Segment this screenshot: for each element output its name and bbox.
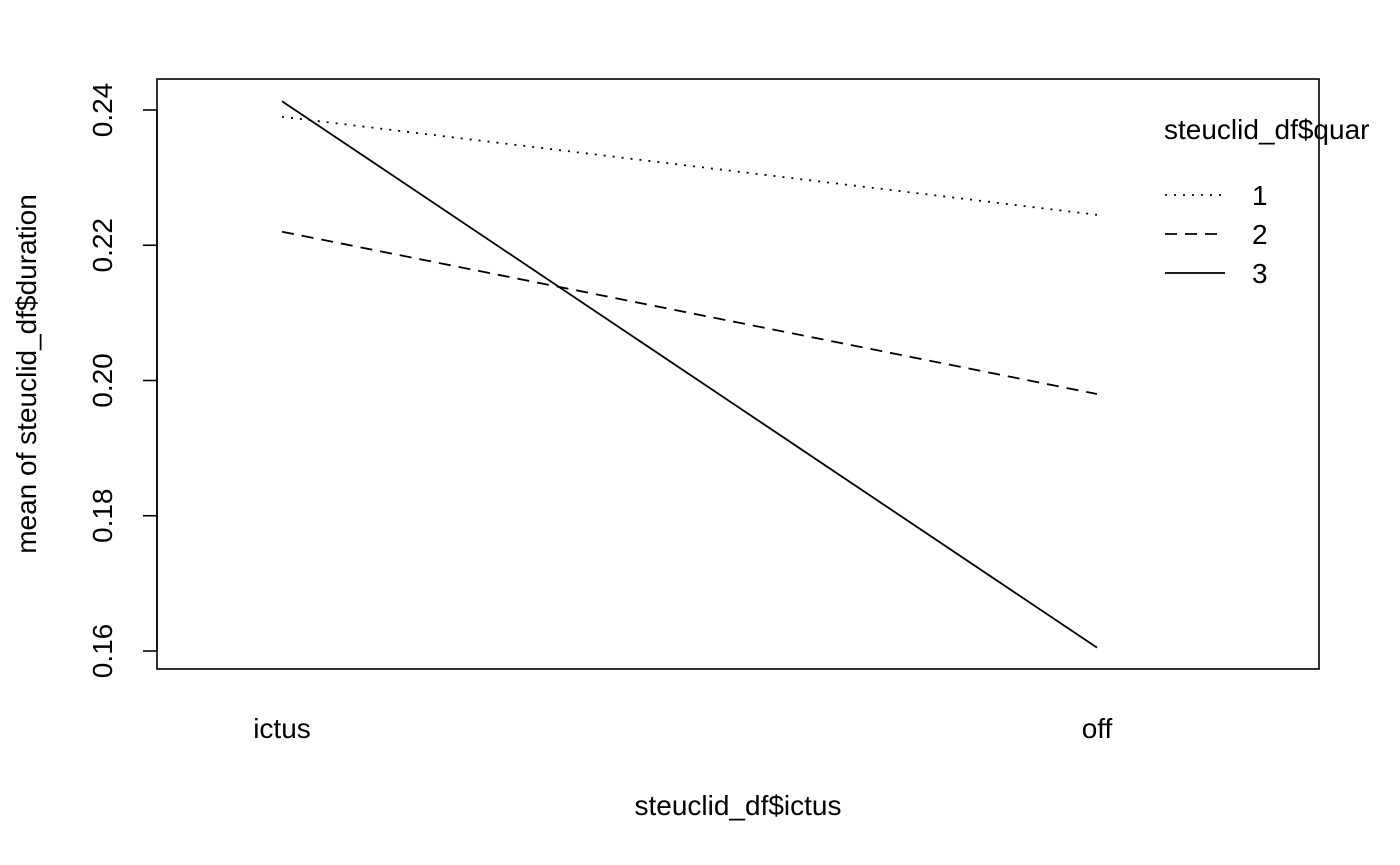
- legend-label-3: 3: [1252, 258, 1268, 289]
- series-lines: [281, 100, 1098, 649]
- x-tick-label: ictus: [253, 713, 311, 744]
- series-line-2: [281, 230, 1098, 395]
- legend-label-1: 1: [1252, 180, 1268, 211]
- legend-label-2: 2: [1252, 219, 1268, 250]
- y-tick-label: 0.18: [87, 489, 118, 544]
- x-axis-label: steuclid_df$ictus: [634, 790, 841, 821]
- y-tick-label: 0.20: [87, 353, 118, 408]
- y-axis-label: mean of steuclid_df$duration: [11, 194, 42, 554]
- plot-frame: [156, 78, 1320, 670]
- y-tick-label: 0.24: [87, 83, 118, 138]
- y-tick-label: 0.22: [87, 218, 118, 273]
- series-line-1: [281, 115, 1098, 216]
- series-line-3: [281, 100, 1098, 649]
- legend-title: steuclid_df$quar: [1164, 114, 1369, 145]
- legend: steuclid_df$quar 1 2 3: [1164, 114, 1369, 289]
- x-axis: ictus off: [253, 713, 1112, 744]
- y-tick-label: 0.16: [87, 624, 118, 679]
- x-tick-label: off: [1082, 713, 1113, 744]
- y-axis: 0.16 0.18 0.20 0.22 0.24: [87, 83, 158, 679]
